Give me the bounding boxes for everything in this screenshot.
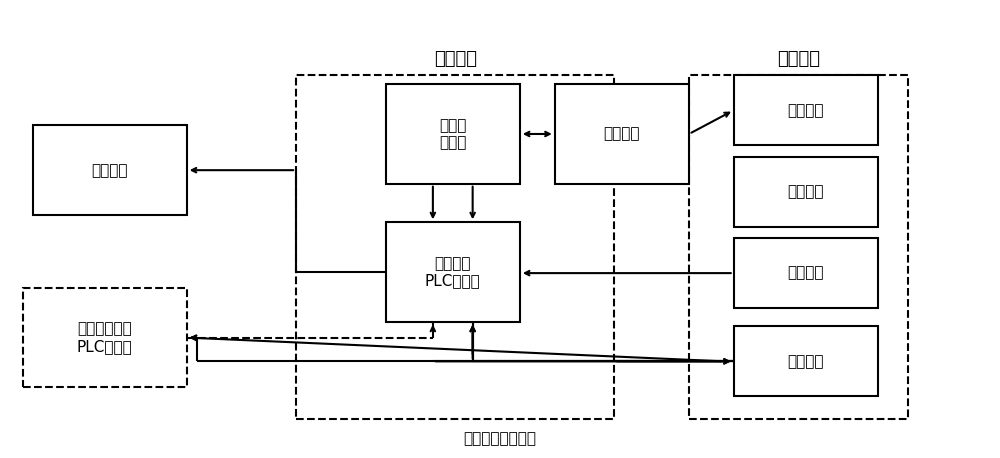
Bar (296, 75, 614, 419)
Text: 移动小车模块框图: 移动小车模块框图 (464, 431, 536, 446)
Bar (386, 84, 520, 184)
Text: 多关节机械臂
PLC控制器: 多关节机械臂 PLC控制器 (77, 322, 133, 354)
Text: 导航模块: 导航模块 (788, 354, 824, 369)
Text: 通信模块: 通信模块 (91, 163, 128, 178)
Bar (734, 75, 878, 145)
Text: 传感部件: 传感部件 (788, 266, 824, 281)
Bar (386, 222, 520, 322)
Bar (734, 157, 878, 227)
Text: 驱动模块: 驱动模块 (604, 126, 640, 142)
Bar (33, 125, 187, 215)
Bar (734, 326, 878, 397)
Text: 控制模块: 控制模块 (434, 50, 477, 68)
Text: 机械本体: 机械本体 (777, 50, 820, 68)
Text: 转向机构: 转向机构 (788, 103, 824, 118)
Text: 小车本体: 小车本体 (788, 184, 824, 199)
Text: 运动控
制模块: 运动控 制模块 (439, 118, 466, 150)
Text: 移动小车
PLC控制器: 移动小车 PLC控制器 (425, 256, 481, 288)
Bar (689, 75, 908, 419)
Bar (555, 84, 689, 184)
Bar (23, 288, 187, 387)
Bar (734, 238, 878, 308)
